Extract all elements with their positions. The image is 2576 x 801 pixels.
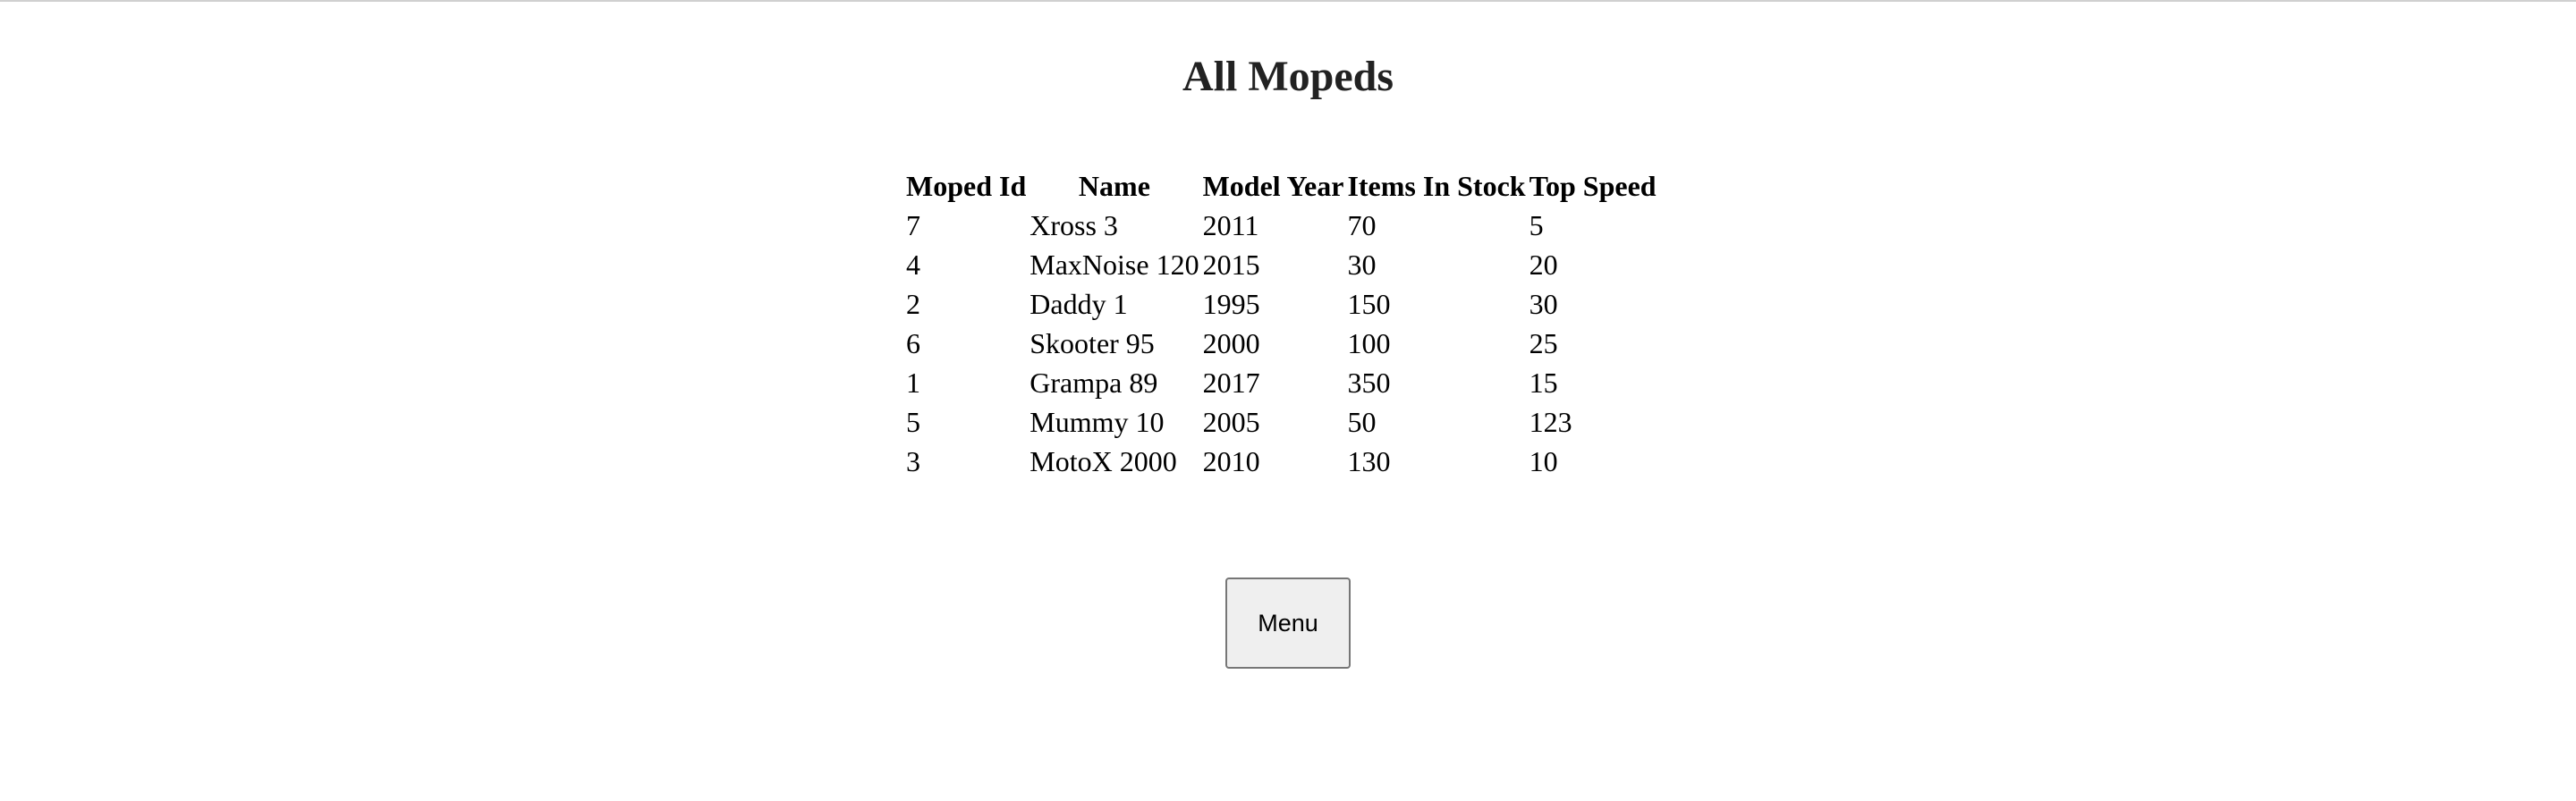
column-header-model-year: Model Year	[1202, 170, 1344, 202]
cell-model-year: 2010	[1202, 445, 1260, 477]
cell-top-speed: 15	[1529, 367, 1558, 399]
cell-items-in-stock: 100	[1347, 327, 1391, 359]
cell-model-year: 2015	[1202, 249, 1260, 281]
cell-top-speed: 123	[1529, 406, 1572, 438]
cell-items-in-stock: 350	[1347, 367, 1391, 399]
column-header-items-in-stock: Items In Stock	[1347, 170, 1526, 202]
cell-name: Daddy 1	[1030, 288, 1128, 320]
cell-moped-id: 5	[906, 406, 920, 438]
table-row: 5 Mummy 10 2005 50 123	[906, 402, 1657, 442]
table-row: 3 MotoX 2000 2010 130 10	[906, 442, 1657, 481]
table-row: 7 Xross 3 2011 70 5	[906, 206, 1657, 245]
cell-items-in-stock: 130	[1347, 445, 1391, 477]
cell-top-speed: 10	[1529, 445, 1558, 477]
table-header-row: Moped Id Name Model Year Items In Stock …	[906, 166, 1657, 206]
cell-name: Grampa 89	[1030, 367, 1158, 399]
cell-items-in-stock: 50	[1347, 406, 1377, 438]
cell-name: MotoX 2000	[1030, 445, 1177, 477]
column-header-top-speed: Top Speed	[1529, 170, 1657, 202]
cell-moped-id: 1	[906, 367, 920, 399]
table-row: 1 Grampa 89 2017 350 15	[906, 363, 1657, 402]
page-title: All Mopeds	[1182, 53, 1394, 100]
mopeds-table: Moped Id Name Model Year Items In Stock …	[902, 166, 1660, 481]
mopeds-table-container: Moped Id Name Model Year Items In Stock …	[902, 166, 1660, 481]
cell-model-year: 2000	[1202, 327, 1260, 359]
cell-model-year: 1995	[1202, 288, 1260, 320]
cell-model-year: 2017	[1202, 367, 1260, 399]
menu-button[interactable]: Menu	[1225, 578, 1351, 669]
cell-items-in-stock: 70	[1347, 209, 1377, 241]
column-header-moped-id: Moped Id	[906, 170, 1027, 202]
cell-name: Mummy 10	[1030, 406, 1165, 438]
cell-top-speed: 25	[1529, 327, 1558, 359]
cell-top-speed: 5	[1529, 209, 1544, 241]
cell-items-in-stock: 150	[1347, 288, 1391, 320]
cell-moped-id: 4	[906, 249, 920, 281]
cell-moped-id: 3	[906, 445, 920, 477]
cell-name: Skooter 95	[1030, 327, 1155, 359]
cell-top-speed: 30	[1529, 288, 1558, 320]
table-row: 6 Skooter 95 2000 100 25	[906, 324, 1657, 363]
column-header-name: Name	[1078, 170, 1150, 202]
cell-top-speed: 20	[1529, 249, 1558, 281]
cell-moped-id: 6	[906, 327, 920, 359]
cell-model-year: 2011	[1202, 209, 1259, 241]
cell-moped-id: 7	[906, 209, 920, 241]
cell-name: Xross 3	[1030, 209, 1118, 241]
top-divider	[0, 0, 2576, 2]
table-row: 4 MaxNoise 120 2015 30 20	[906, 245, 1657, 284]
cell-moped-id: 2	[906, 288, 920, 320]
cell-model-year: 2005	[1202, 406, 1260, 438]
cell-name: MaxNoise 120	[1030, 249, 1199, 281]
table-row: 2 Daddy 1 1995 150 30	[906, 284, 1657, 324]
cell-items-in-stock: 30	[1347, 249, 1377, 281]
